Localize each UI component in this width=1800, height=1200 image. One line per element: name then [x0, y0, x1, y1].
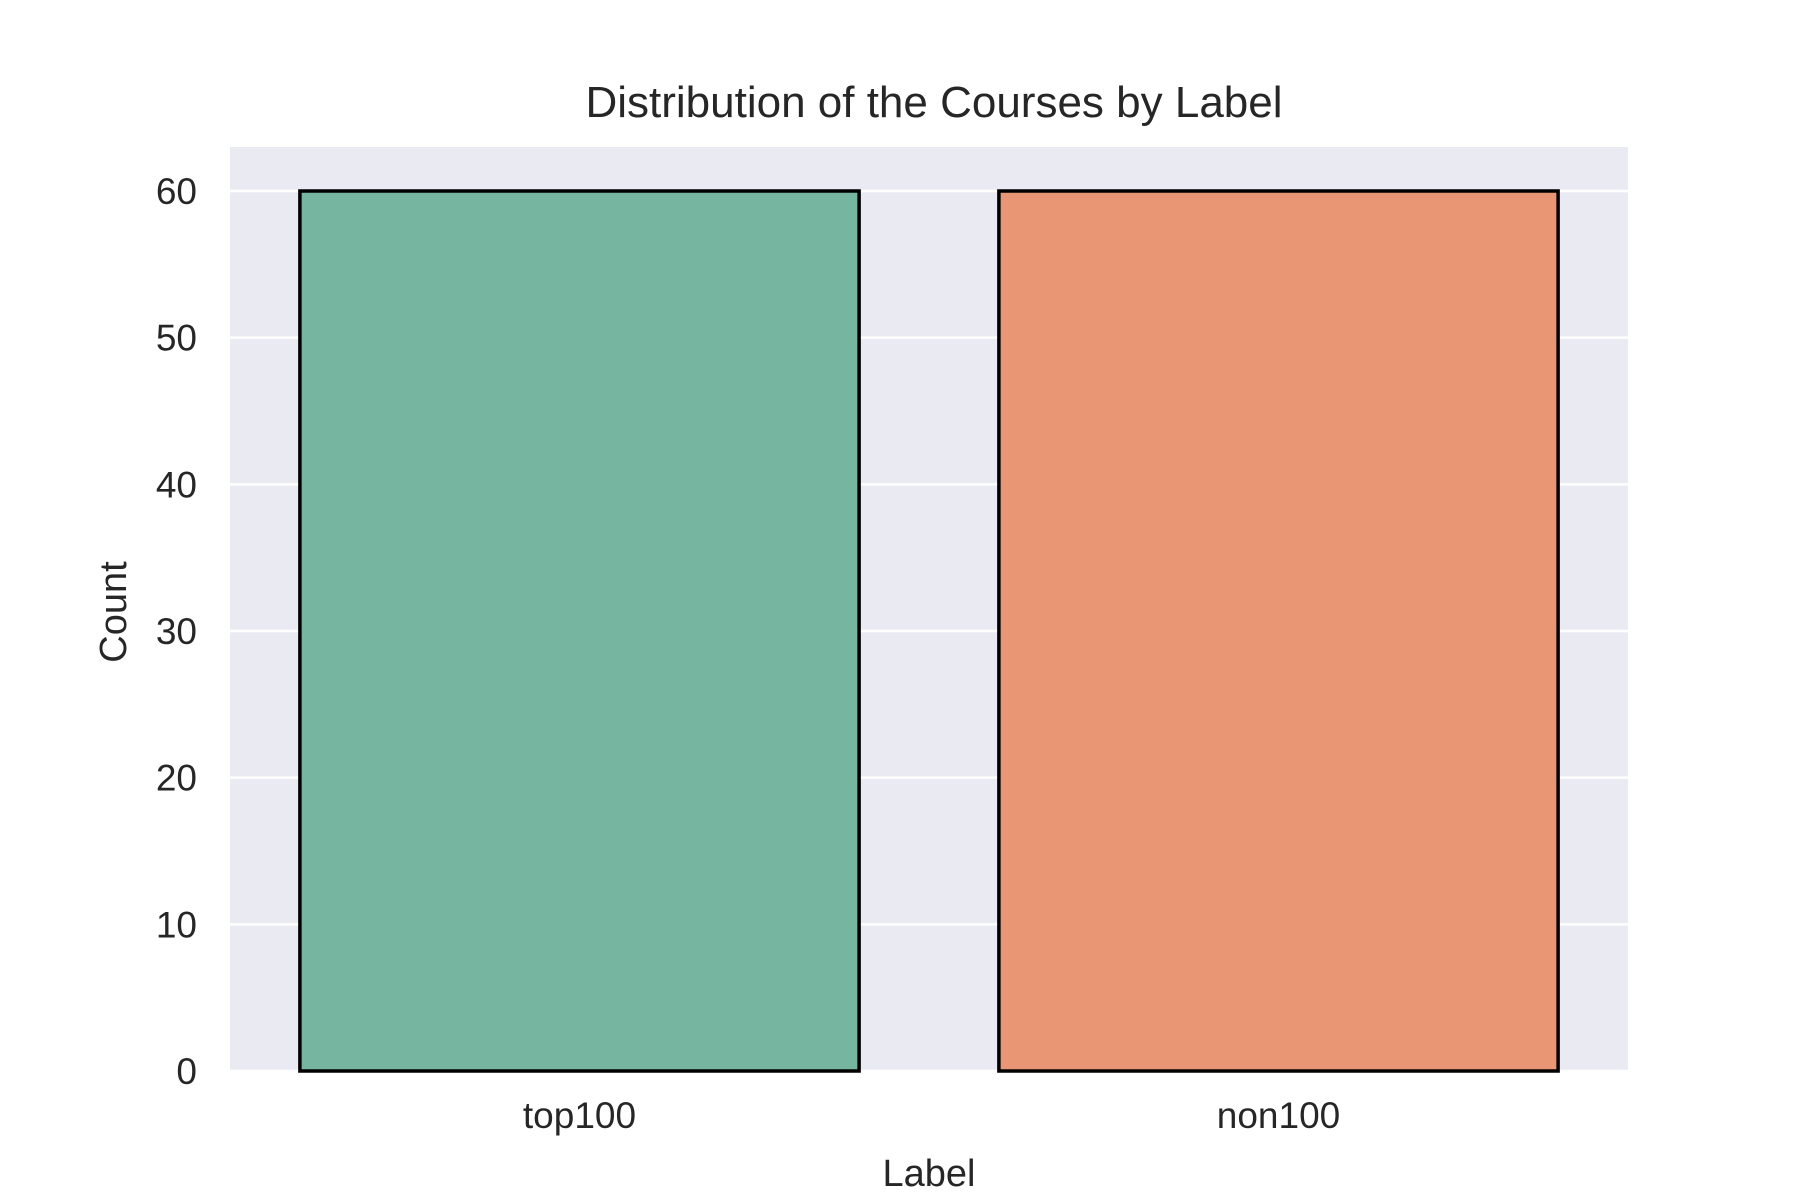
y-tick-label: 60: [156, 171, 197, 212]
x-tick-label-non100: non100: [1217, 1095, 1340, 1136]
bar-top100: [298, 189, 861, 1073]
y-tick-label: 10: [156, 904, 197, 945]
y-tick-label: 40: [156, 464, 197, 505]
y-axis-label: Count: [93, 561, 135, 663]
bars: [298, 189, 1560, 1073]
y-tick-label: 30: [156, 611, 197, 652]
y-tick-labels: 0 10 20 30 40 50 60: [156, 171, 197, 1092]
y-tick-label: 0: [176, 1051, 197, 1092]
y-tick-label: 50: [156, 318, 197, 359]
chart-title: Distribution of the Courses by Label: [585, 78, 1282, 127]
x-tick-label-top100: top100: [523, 1095, 636, 1136]
x-axis-label: Label: [883, 1153, 976, 1195]
bar-non100: [997, 189, 1560, 1073]
x-tick-labels: top100 non100: [523, 1095, 1340, 1136]
y-tick-label: 20: [156, 758, 197, 799]
